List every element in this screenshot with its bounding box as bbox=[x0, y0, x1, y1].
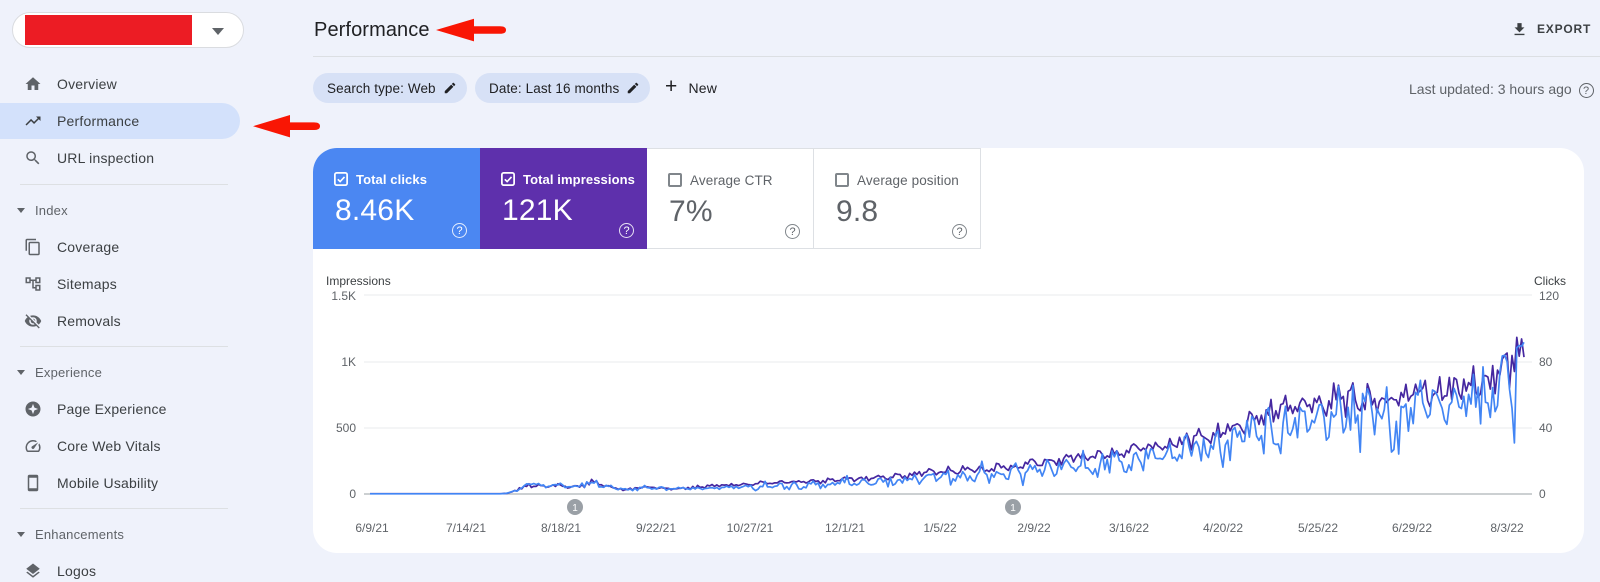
svg-text:1: 1 bbox=[572, 503, 578, 514]
svg-text:1: 1 bbox=[1010, 503, 1016, 514]
